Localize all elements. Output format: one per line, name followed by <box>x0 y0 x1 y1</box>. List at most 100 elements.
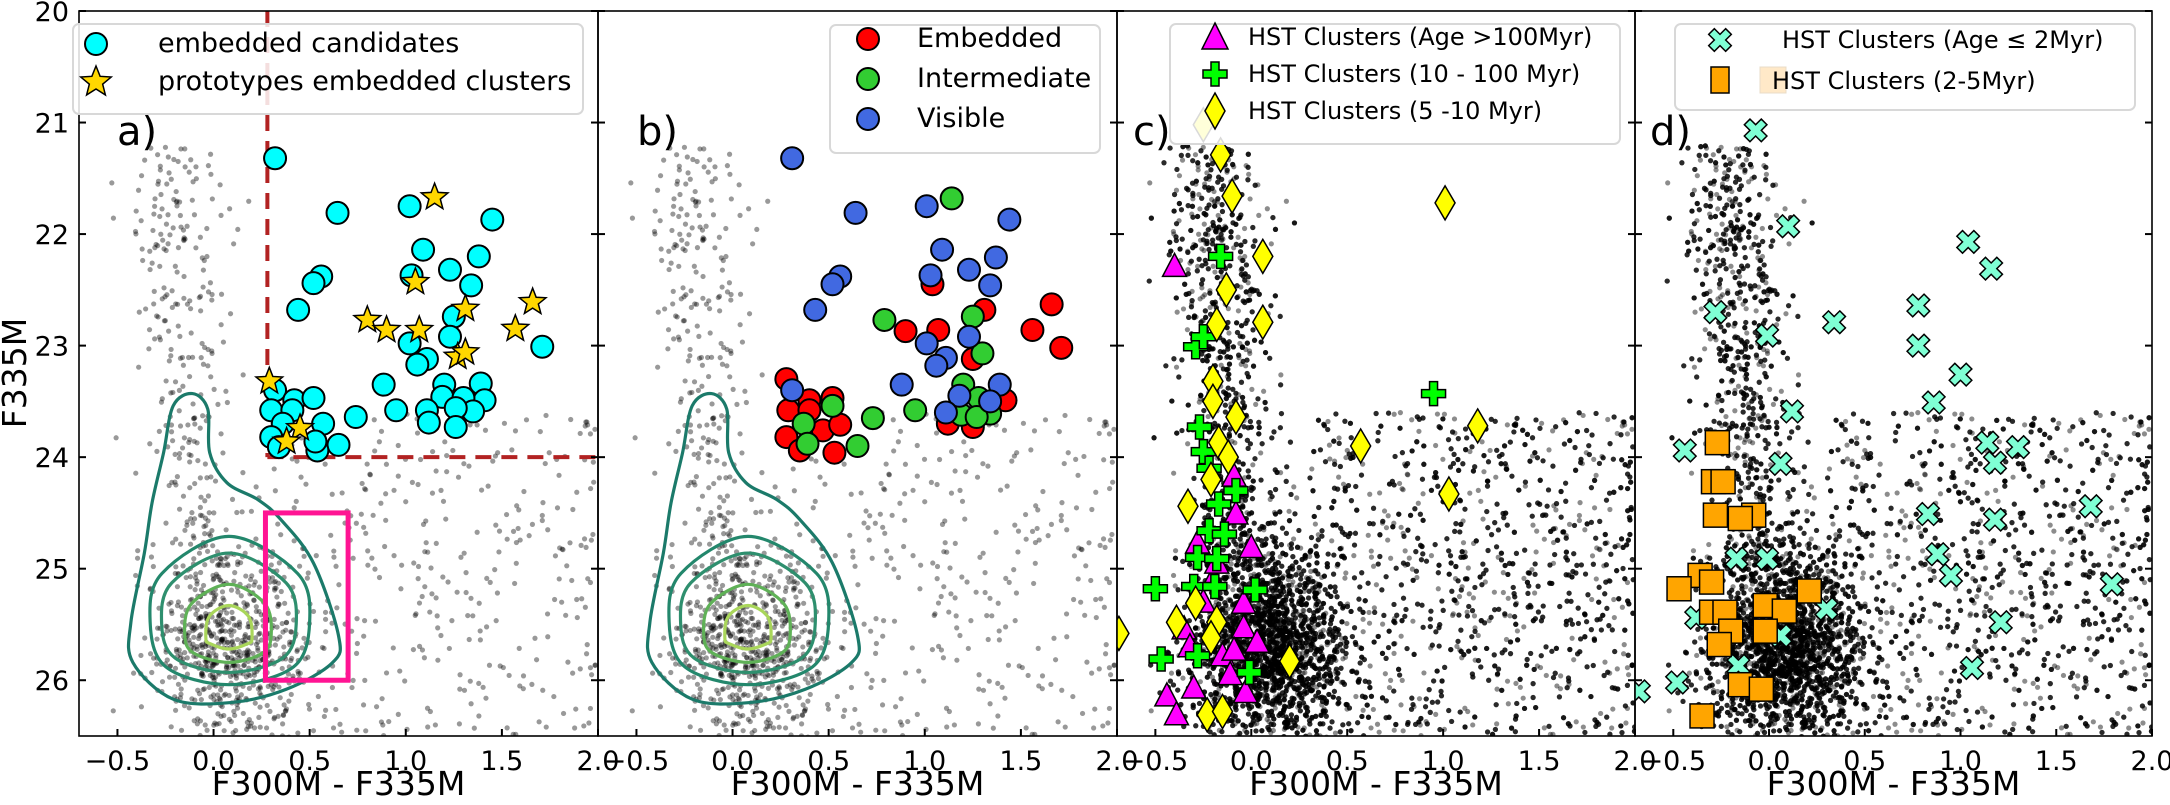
background-point <box>1286 720 1292 726</box>
background-point <box>1428 645 1434 651</box>
background-point <box>780 654 786 660</box>
background-point <box>1185 266 1191 273</box>
background-point <box>1264 206 1270 212</box>
background-point <box>256 584 262 590</box>
background-point <box>350 555 356 561</box>
background-point <box>1433 711 1439 717</box>
background-point <box>1045 533 1051 539</box>
background-point <box>946 708 952 715</box>
background-point <box>1368 725 1374 731</box>
background-point <box>503 511 510 518</box>
background-point <box>1439 678 1445 684</box>
background-point <box>863 508 869 514</box>
background-point <box>673 636 679 642</box>
background-point <box>1494 721 1500 727</box>
background-point <box>587 705 594 712</box>
background-point <box>1235 718 1241 724</box>
data-point-circle <box>978 273 1003 298</box>
background-point <box>1290 619 1297 625</box>
background-point <box>570 506 576 513</box>
background-point <box>151 203 158 209</box>
background-point <box>710 415 716 421</box>
data-point-circle <box>970 341 995 366</box>
background-point <box>1311 664 1318 671</box>
background-point <box>1048 521 1055 527</box>
background-point <box>759 756 764 761</box>
background-point <box>733 721 739 727</box>
background-point <box>1391 411 1397 417</box>
background-point <box>1076 545 1082 551</box>
background-point <box>737 639 743 645</box>
background-point <box>455 474 462 480</box>
background-point <box>235 663 241 669</box>
background-point <box>233 675 240 681</box>
background-point <box>895 574 902 581</box>
background-point <box>226 628 232 635</box>
background-point <box>1201 247 1207 254</box>
background-point <box>1028 447 1034 453</box>
data-point-circle <box>371 372 396 397</box>
background-point <box>1285 750 1290 755</box>
background-point <box>755 544 761 550</box>
background-point <box>1399 486 1405 492</box>
background-point <box>1273 544 1279 550</box>
background-point <box>838 644 845 651</box>
background-point <box>691 263 697 269</box>
background-point <box>720 686 726 692</box>
background-point <box>1411 704 1417 710</box>
background-point <box>1507 639 1514 645</box>
background-point <box>190 179 196 185</box>
background-point <box>1232 578 1238 584</box>
background-point <box>1280 629 1286 635</box>
background-point <box>467 422 473 428</box>
background-point <box>225 639 231 645</box>
background-point <box>704 422 710 428</box>
background-point <box>1479 439 1485 445</box>
background-point <box>794 603 800 609</box>
background-point <box>1273 682 1280 688</box>
background-point <box>1197 237 1204 243</box>
background-point <box>1226 433 1232 439</box>
background-point <box>687 353 693 359</box>
background-point <box>200 413 206 419</box>
background-point <box>685 674 692 680</box>
background-point <box>195 687 201 693</box>
background-point <box>809 676 815 682</box>
background-point <box>769 650 775 657</box>
background-point <box>192 415 198 421</box>
background-point <box>219 703 225 710</box>
background-point <box>681 144 688 150</box>
background-point <box>763 602 770 608</box>
background-point <box>192 587 198 593</box>
background-point <box>985 636 991 643</box>
background-point <box>221 597 227 603</box>
background-point <box>181 236 187 243</box>
background-point <box>1279 750 1284 755</box>
background-point <box>183 786 188 791</box>
background-point <box>193 625 200 631</box>
background-point <box>196 615 202 622</box>
background-point <box>187 437 193 443</box>
background-point <box>195 600 201 606</box>
background-point <box>655 364 661 370</box>
background-point <box>198 670 205 677</box>
background-point <box>713 581 719 587</box>
background-point <box>1287 590 1294 596</box>
background-point <box>177 423 184 429</box>
background-point <box>1338 635 1345 641</box>
background-point <box>1302 585 1308 591</box>
background-point <box>181 237 187 244</box>
background-point <box>921 456 928 462</box>
background-point <box>687 599 693 606</box>
background-point <box>1458 648 1464 655</box>
background-point <box>1402 562 1408 568</box>
background-point <box>1481 469 1487 475</box>
background-point <box>806 639 812 645</box>
background-point <box>1096 430 1102 437</box>
background-point <box>709 416 716 422</box>
background-point <box>717 696 723 703</box>
background-point <box>1498 550 1505 556</box>
data-point-circle <box>872 307 897 332</box>
background-point <box>218 559 224 565</box>
background-point <box>250 650 256 657</box>
